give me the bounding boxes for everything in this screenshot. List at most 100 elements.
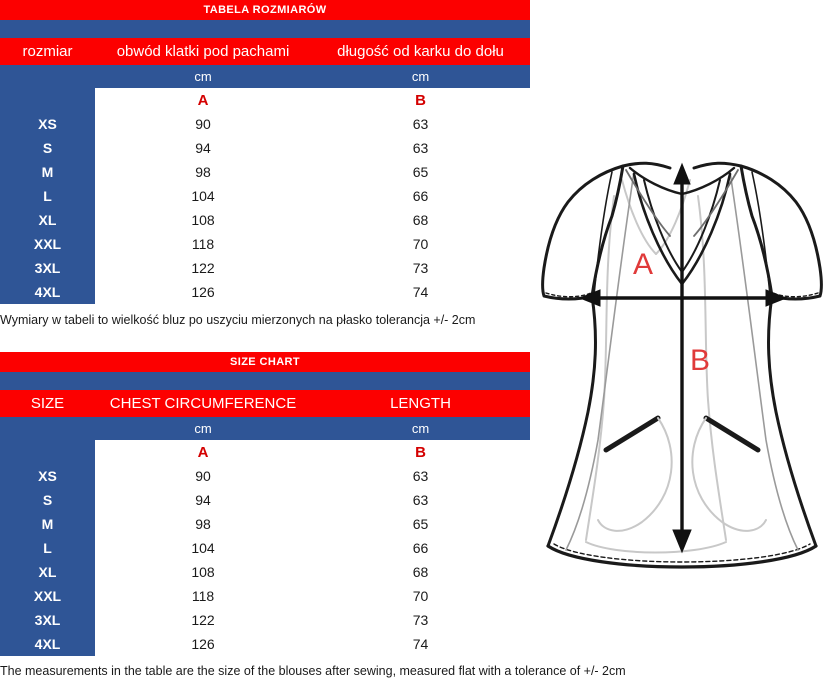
row-chest: 104 — [191, 540, 215, 556]
unit-length: cm — [411, 69, 430, 84]
left-princess-seam — [565, 171, 635, 551]
letter-length: B — [415, 443, 426, 461]
row-chest: 122 — [191, 612, 215, 628]
row-length: 63 — [412, 140, 429, 156]
table-caption-english: The measurements in the table are the si… — [0, 664, 626, 678]
table-row: L 104 66 — [0, 536, 530, 560]
right-sleeve — [739, 164, 823, 301]
table-row: M 98 65 — [0, 512, 530, 536]
vneck-left-inner — [643, 179, 683, 273]
table-title-bar: TABELA ROZMIARÓW — [0, 0, 530, 20]
table-row: XL 108 68 — [0, 560, 530, 584]
left-sleeve-seam — [593, 171, 613, 296]
column-header-size: rozmiar — [22, 43, 73, 60]
table-row: XXL 118 70 — [0, 232, 530, 256]
table-body: A B XS 90 63 S 94 63 M 98 65 L 104 66 — [0, 440, 530, 656]
row-length: 74 — [412, 284, 429, 300]
table-row: 3XL 122 73 — [0, 256, 530, 280]
row-size: M — [41, 164, 54, 180]
right-princess-seam — [729, 171, 799, 551]
row-size: XL — [38, 212, 57, 228]
table-row: S 94 63 — [0, 488, 530, 512]
left-sleeve — [541, 164, 625, 301]
chest-arrow — [578, 289, 788, 307]
hem-stitch — [553, 543, 811, 563]
row-length: 68 — [412, 564, 429, 580]
row-size: 4XL — [34, 284, 61, 300]
row-size: M — [41, 516, 54, 532]
row-chest: 98 — [195, 516, 211, 532]
row-length: 74 — [412, 636, 429, 652]
unit-size — [0, 417, 95, 440]
pocket-ghost-curves — [597, 417, 767, 532]
row-size: XXL — [33, 236, 62, 252]
table-row: L 104 66 — [0, 184, 530, 208]
row-chest: 90 — [195, 468, 211, 484]
row-size: XS — [38, 468, 57, 484]
length-arrow — [672, 162, 692, 554]
letter-chest: A — [197, 91, 209, 109]
right-body-side — [767, 294, 818, 548]
row-length: 73 — [412, 260, 429, 276]
row-size: L — [43, 188, 52, 204]
column-header-chest: CHEST CIRCUMFERENCE — [109, 395, 297, 412]
left-pocket-welt — [603, 415, 661, 453]
row-chest: 126 — [191, 636, 215, 652]
row-chest: 126 — [191, 284, 215, 300]
column-header-length: LENGTH — [390, 395, 451, 412]
vneck-right-inner — [681, 179, 721, 273]
row-chest: 118 — [191, 588, 215, 604]
row-length: 70 — [412, 588, 429, 604]
column-header-size: SIZE — [30, 395, 65, 412]
letter-chest: A — [197, 443, 209, 461]
row-size: 3XL — [34, 612, 61, 628]
row-chest: 118 — [191, 236, 215, 252]
table-body: A B XS 90 63 S 94 63 M 98 65 L 104 66 — [0, 88, 530, 304]
letter-row: A B — [0, 440, 530, 464]
unit-row: cm cm — [0, 417, 530, 440]
row-length: 73 — [412, 612, 429, 628]
table-body-background — [95, 440, 530, 656]
size-chart-table-polish: TABELA ROZMIARÓW rozmiar obwód klatki po… — [0, 0, 530, 304]
table-title-bar: SIZE CHART — [0, 352, 530, 372]
row-size: L — [43, 540, 52, 556]
row-chest: 104 — [191, 188, 215, 204]
hem-edge — [546, 544, 818, 569]
row-length: 63 — [412, 116, 429, 132]
table-caption-polish: Wymiary w tabeli to wielkość bluz po usz… — [0, 313, 476, 327]
table-row: XXL 118 70 — [0, 584, 530, 608]
row-size: XL — [38, 564, 57, 580]
table-title: TABELA ROZMIARÓW — [203, 4, 327, 16]
column-header-length: długość od karku do dołu — [337, 43, 504, 60]
left-sleeve-hem-stitch — [545, 292, 592, 298]
table-body-background — [95, 88, 530, 304]
right-raglan-seam — [693, 169, 739, 237]
row-length: 65 — [412, 516, 429, 532]
column-header-bar: SIZE CHEST CIRCUMFERENCE LENGTH — [0, 390, 530, 417]
size-chart-table-english: SIZE CHART SIZE CHEST CIRCUMFERENCE LENG… — [0, 352, 530, 656]
letter-length: B — [415, 91, 426, 109]
left-body-side — [546, 294, 597, 548]
unit-chest: cm — [194, 421, 212, 436]
unit-size — [0, 65, 95, 88]
table-row: 3XL 122 73 — [0, 608, 530, 632]
table-row: XS 90 63 — [0, 464, 530, 488]
row-size: XXL — [33, 588, 62, 604]
left-shoulder-line — [621, 161, 672, 170]
row-chest: 94 — [195, 492, 211, 508]
row-size: 3XL — [34, 260, 61, 276]
chest-dimension-label: A — [633, 248, 654, 281]
letter-size — [0, 88, 95, 112]
title-spacer-bar — [0, 20, 530, 38]
row-size: XS — [38, 116, 57, 132]
unit-chest: cm — [194, 69, 212, 84]
unit-row: cm cm — [0, 65, 530, 88]
table-row: 4XL 126 74 — [0, 280, 530, 304]
column-header-bar: rozmiar obwód klatki pod pachami długość… — [0, 38, 530, 65]
column-header-chest: obwód klatki pod pachami — [116, 43, 290, 60]
row-length: 70 — [412, 236, 429, 252]
row-length: 65 — [412, 164, 429, 180]
row-length: 66 — [412, 188, 429, 204]
row-chest: 122 — [191, 260, 215, 276]
row-length: 63 — [412, 492, 429, 508]
